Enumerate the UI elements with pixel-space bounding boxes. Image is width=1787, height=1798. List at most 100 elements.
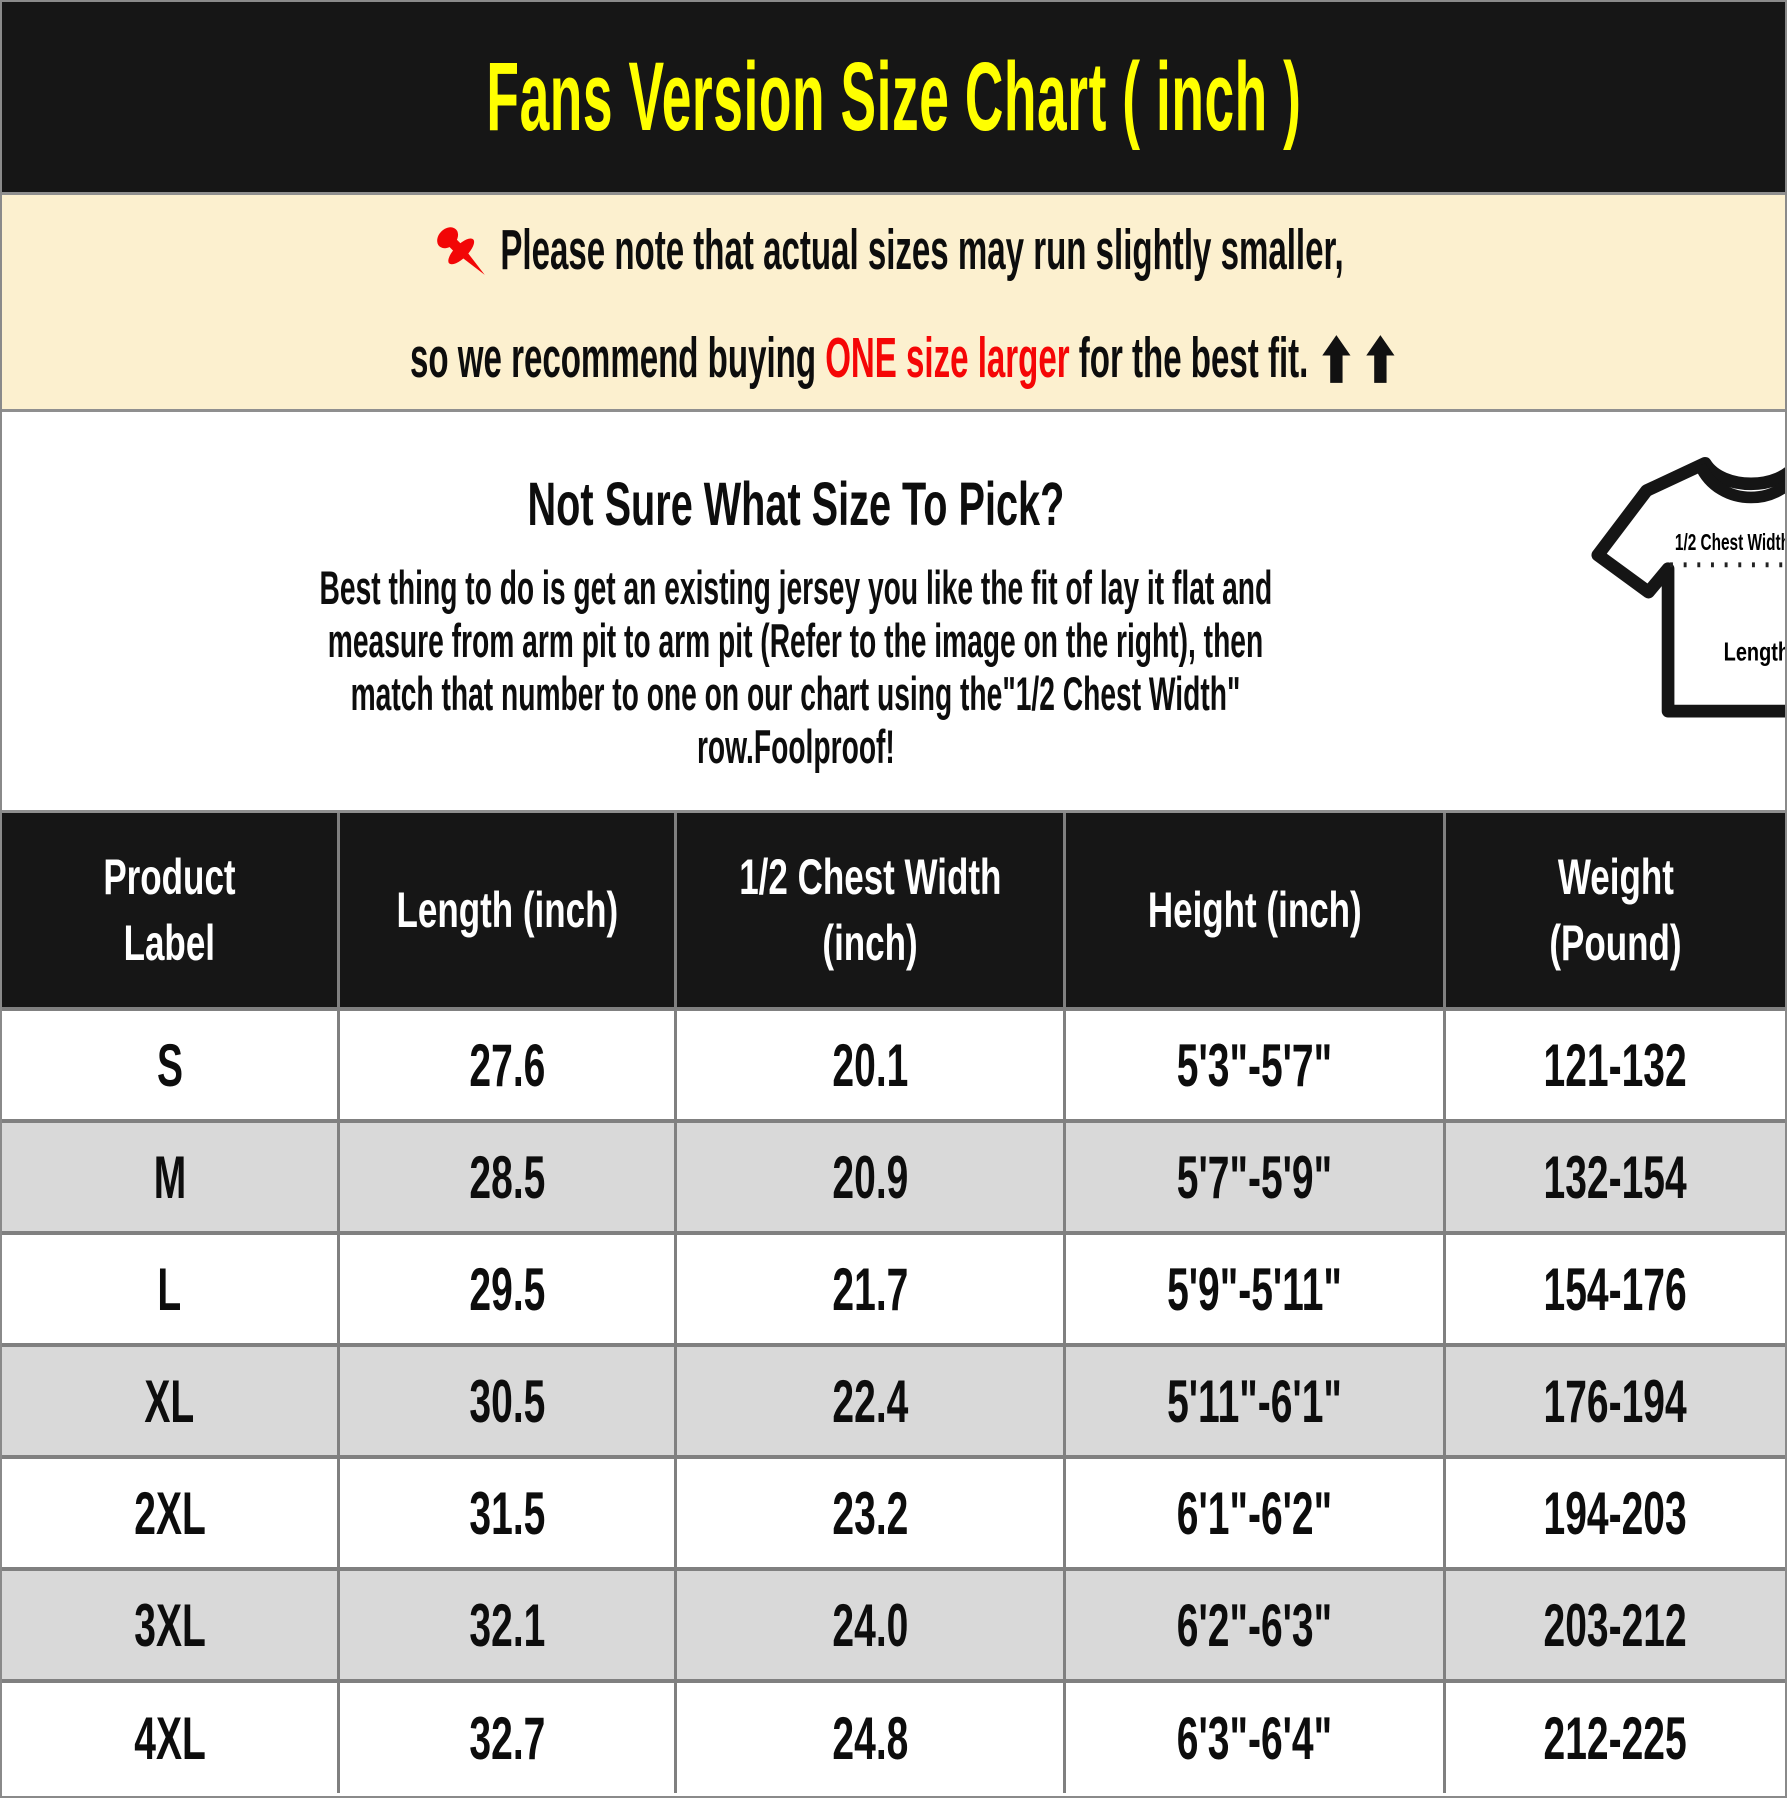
- table-cell-text: 32.7: [469, 1704, 546, 1772]
- guide-text-column: Not Sure What Size To Pick? Best thing t…: [2, 412, 1590, 810]
- page-title: Fans Version Size Chart ( inch ): [485, 42, 1302, 151]
- table-cell-text: 6'1"-6'2": [1176, 1479, 1333, 1547]
- table-cell-text: L: [157, 1255, 182, 1323]
- table-cell: 27.6: [337, 1007, 676, 1121]
- header-cell: Height (inch): [1063, 813, 1445, 1009]
- header-cell-text: Label: [124, 915, 216, 971]
- tshirt-diagram: 1/2 Chest Width Length: [1590, 412, 1787, 810]
- notice-line-1: Please note that actual sizes may run sl…: [116, 214, 1670, 294]
- table-cell: 194-203: [1442, 1455, 1785, 1569]
- table-cell-text: 22.4: [832, 1367, 909, 1435]
- table-cell-text: 5'11"-6'1": [1167, 1367, 1342, 1435]
- header-cell-text: Product: [103, 849, 236, 905]
- header-cell: Product Label: [2, 813, 339, 1009]
- header-cell: 1/2 Chest Width (inch): [674, 813, 1065, 1009]
- notice-line-1-text: Please note that actual sizes may run sl…: [500, 217, 1345, 282]
- table-cell-text: 5'3"-5'7": [1176, 1031, 1333, 1099]
- table-cell-text: S: [156, 1031, 183, 1099]
- table-cell-text: 203-212: [1543, 1591, 1688, 1659]
- table-cell: 23.2: [674, 1455, 1065, 1569]
- table-row: L 29.5 21.7 5'9"-5'11" 154-176: [2, 1231, 1785, 1345]
- table-cell-text: XL: [144, 1367, 195, 1435]
- table-cell: 21.7: [674, 1231, 1065, 1345]
- section-divider: [2, 192, 1785, 195]
- guide-section: Not Sure What Size To Pick? Best thing t…: [2, 412, 1785, 810]
- table-cell: 5'11"-6'1": [1063, 1343, 1445, 1457]
- table-cell-text: 6'2"-6'3": [1176, 1591, 1333, 1659]
- table-cell-text: 31.5: [469, 1479, 546, 1547]
- up-arrow-icon: [1322, 335, 1351, 384]
- one-size-larger-highlight: ONE size larger: [825, 325, 1070, 390]
- table-cell: 24.8: [674, 1679, 1065, 1793]
- table-cell-text: 5'7"-5'9": [1176, 1143, 1333, 1211]
- table-cell: 31.5: [337, 1455, 676, 1569]
- table-cell-text: 6'3"-6'4": [1176, 1704, 1333, 1772]
- table-cell: M: [2, 1119, 339, 1233]
- table-cell-text: 194-203: [1543, 1479, 1688, 1547]
- guide-body-line: row.Foolproof!: [696, 720, 895, 773]
- table-header-row: Product Label Length (inch) 1/2 Chest Width…: [2, 813, 1785, 1009]
- up-arrow-icon: [1366, 335, 1395, 384]
- table-cell: 4XL: [2, 1679, 339, 1793]
- guide-heading: Not Sure What Size To Pick?: [527, 470, 1065, 538]
- table-cell: 24.0: [674, 1567, 1065, 1681]
- table-row: XL 30.5 22.4 5'11"-6'1" 176-194: [2, 1343, 1785, 1457]
- table-row: S 27.6 20.1 5'3"-5'7" 121-132: [2, 1007, 1785, 1121]
- table-cell: 32.7: [337, 1679, 676, 1793]
- chest-width-label: 1/2 Chest Width: [1675, 529, 1787, 555]
- table-cell-text: 4XL: [133, 1704, 206, 1772]
- table-header: Product Label Length (inch) 1/2 Chest Width…: [2, 813, 1785, 1009]
- section-divider: [2, 409, 1785, 412]
- table-row: 4XL 32.7 24.8 6'3"-6'4" 212-225: [2, 1679, 1785, 1793]
- table-cell: 32.1: [337, 1567, 676, 1681]
- table-cell: S: [2, 1007, 339, 1121]
- table-cell: 132-154: [1442, 1119, 1785, 1233]
- table-cell-text: 28.5: [469, 1143, 546, 1211]
- table-cell: 5'3"-5'7": [1063, 1007, 1445, 1121]
- table-cell-text: 2XL: [133, 1479, 206, 1547]
- header-cell-text: (inch): [822, 915, 918, 971]
- table-cell: 22.4: [674, 1343, 1065, 1457]
- table-row: 3XL 32.1 24.0 6'2"-6'3" 203-212: [2, 1567, 1785, 1681]
- table-cell: 28.5: [337, 1119, 676, 1233]
- table-cell-text: 24.0: [832, 1591, 909, 1659]
- notice-section: Please note that actual sizes may run sl…: [2, 195, 1785, 409]
- guide-body-line: Best thing to do is get an existing jers…: [319, 561, 1273, 614]
- table-cell-text: 176-194: [1543, 1367, 1688, 1435]
- table-cell-text: 24.8: [832, 1704, 909, 1772]
- table-cell: 6'1"-6'2": [1063, 1455, 1445, 1569]
- table-cell-text: 20.9: [832, 1143, 909, 1211]
- table-cell: 20.1: [674, 1007, 1065, 1121]
- table-row: 2XL 31.5 23.2 6'1"-6'2" 194-203: [2, 1455, 1785, 1569]
- table-cell-text: 30.5: [469, 1367, 546, 1435]
- table-cell-text: 32.1: [469, 1591, 546, 1659]
- table-cell-text: 5'9"-5'11": [1167, 1255, 1342, 1323]
- size-table: Product Label Length (inch) 1/2 Chest Width…: [2, 813, 1785, 1793]
- guide-body: Best thing to do is get an existing jers…: [2, 561, 1590, 773]
- notice-line-2: so we recommend buying ONE size larger f…: [60, 329, 1727, 391]
- tshirt-icon: 1/2 Chest Width Length: [1591, 456, 1787, 718]
- table-cell-text: 3XL: [133, 1591, 206, 1659]
- header-cell: Weight (Pound): [1442, 813, 1785, 1009]
- table-cell-text: 132-154: [1543, 1143, 1688, 1211]
- table-cell: 212-225: [1442, 1679, 1785, 1793]
- table-cell: 121-132: [1442, 1007, 1785, 1121]
- size-table-body: S 27.6 20.1 5'3"-5'7" 121-132 M 28.5 20.9 5'7"-5…: [2, 1007, 1785, 1793]
- up-arrows: [1307, 332, 1395, 390]
- notice-line-2-suffix: for the best fit.: [1069, 325, 1309, 390]
- table-cell-text: 21.7: [832, 1255, 909, 1323]
- table-cell: 30.5: [337, 1343, 676, 1457]
- header-cell: Length (inch): [337, 813, 676, 1009]
- header-cell-text: (Pound): [1549, 915, 1682, 971]
- table-cell: 29.5: [337, 1231, 676, 1345]
- table-cell-text: 212-225: [1543, 1704, 1688, 1772]
- table-cell: 203-212: [1442, 1567, 1785, 1681]
- table-cell-text: 154-176: [1543, 1255, 1688, 1323]
- table-cell: 2XL: [2, 1455, 339, 1569]
- table-cell-text: 23.2: [832, 1479, 909, 1547]
- table-cell: 6'3"-6'4": [1063, 1679, 1445, 1793]
- table-cell: 5'7"-5'9": [1063, 1119, 1445, 1233]
- table-row: M 28.5 20.9 5'7"-5'9" 132-154: [2, 1119, 1785, 1233]
- table-cell: 176-194: [1442, 1343, 1785, 1457]
